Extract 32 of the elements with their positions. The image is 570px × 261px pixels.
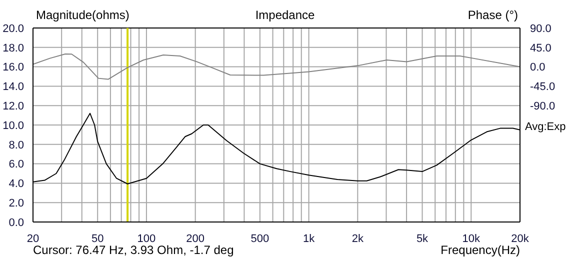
y-tick-label: 2.0 bbox=[8, 198, 24, 210]
x-tick-label: 1k bbox=[302, 232, 316, 245]
y2-tick-label: 45.0 bbox=[530, 42, 552, 54]
text: Avg:Exp bbox=[525, 121, 566, 133]
text: Cursor: 76.47 Hz, 3.93 Ohm, -1.7 deg bbox=[33, 243, 234, 257]
x-tick-label: 100 bbox=[137, 232, 156, 245]
x-tick-label: 200 bbox=[186, 232, 205, 245]
x-tick-label: 50 bbox=[91, 232, 104, 245]
y-tick-label: 20.0 bbox=[2, 22, 24, 35]
y-tick-label: 18.0 bbox=[2, 42, 24, 54]
x-axis-title: Frequency(Hz) bbox=[440, 243, 520, 257]
x-tick-label: 2k bbox=[352, 232, 364, 245]
x-tick-label: 10k bbox=[462, 232, 480, 245]
y-tick-label: 12.0 bbox=[2, 100, 24, 113]
y2-tick-label: 90.0 bbox=[530, 22, 552, 35]
y-axis-title: Magnitude(ohms) bbox=[36, 8, 130, 22]
chart-title: Impedance bbox=[255, 8, 315, 22]
y-tick-label: 6.0 bbox=[8, 158, 24, 171]
y-tick-label: 16.0 bbox=[2, 62, 24, 74]
y2-tick-label: -90.0 bbox=[530, 100, 556, 113]
y-tick-label: 14.0 bbox=[2, 81, 24, 94]
y-tick-label: 4.0 bbox=[8, 178, 24, 190]
y-tick-label: 10.0 bbox=[2, 120, 24, 132]
y2-tick-label: -45.0 bbox=[530, 81, 556, 94]
x-tick-label: 20 bbox=[26, 232, 40, 245]
x-tick-label: 500 bbox=[250, 232, 270, 245]
y2-tick-label: 0.0 bbox=[530, 62, 546, 74]
y-tick-label: 8.0 bbox=[8, 139, 24, 152]
x-tick-label: 5k bbox=[416, 232, 429, 245]
y-tick-label: 0.0 bbox=[8, 216, 24, 229]
x-tick-label: 20k bbox=[511, 232, 530, 245]
y2-axis-title: Phase (°) bbox=[468, 8, 518, 22]
